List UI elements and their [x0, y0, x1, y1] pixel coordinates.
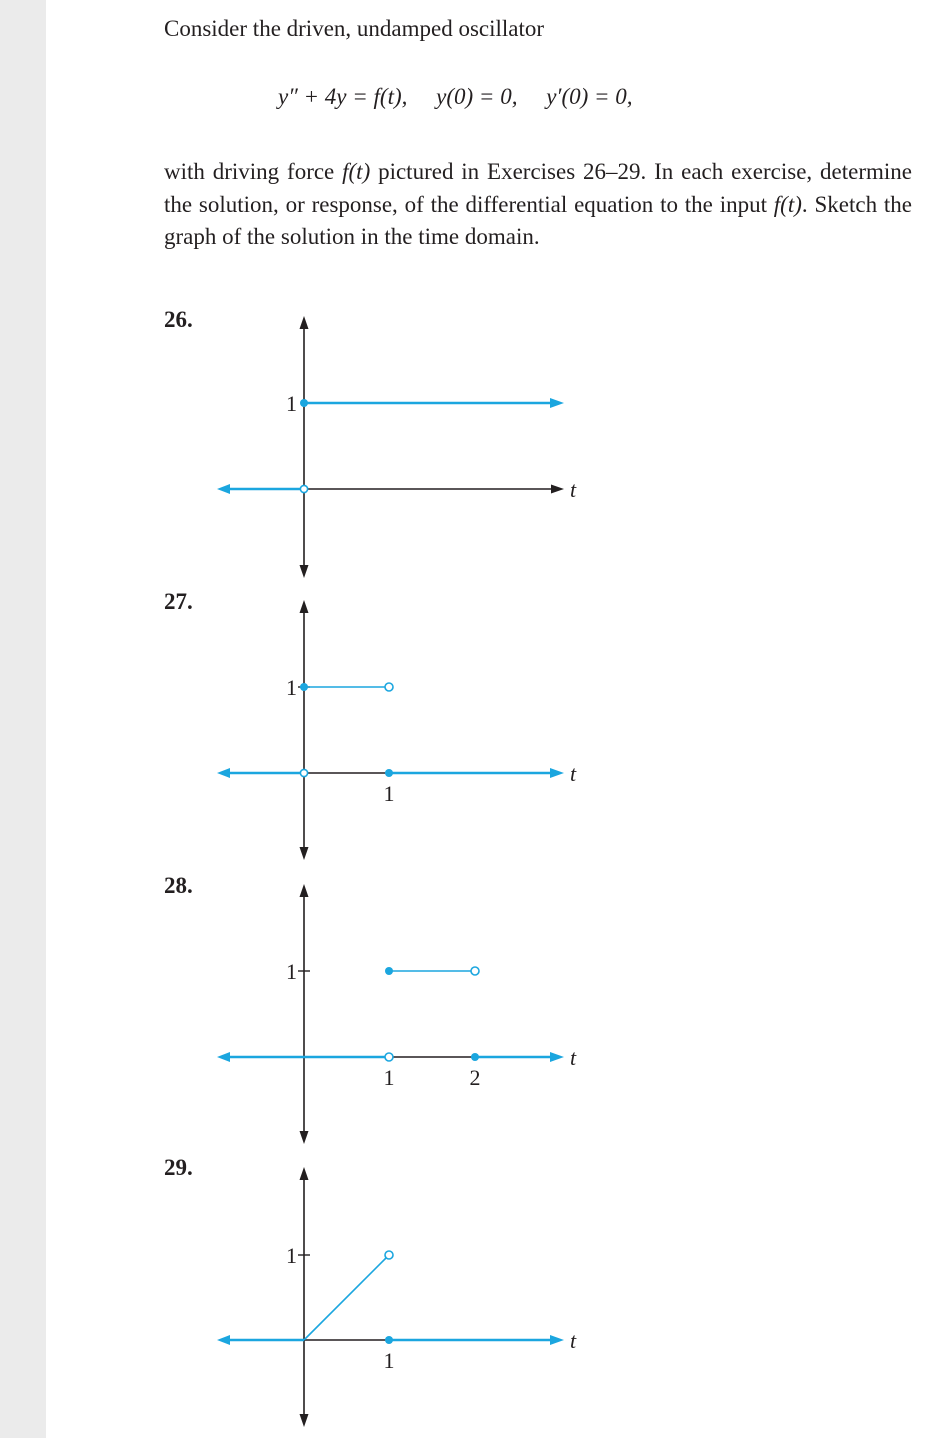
arrow-right-icon: [550, 398, 564, 408]
para-text: . Sketch the graph of the solution in th…: [164, 191, 912, 250]
exercise-number-27: 27.: [164, 589, 193, 614]
x-tick-label: 1: [384, 1348, 395, 1373]
y-tick-label: 1: [286, 959, 297, 984]
t-axis-label: t: [570, 761, 577, 786]
para-text: pictured in Exercises 26–29. In each exe…: [164, 159, 912, 217]
instructions-paragraph: with driving force f(t) pictured in Exer…: [164, 156, 912, 254]
x-tick-label: 2: [470, 1065, 481, 1090]
equation-ic1: y(0) = 0,: [436, 84, 518, 109]
arrow-down-icon: [299, 565, 309, 578]
exercise-number-26: 26.: [164, 307, 193, 332]
arrow-up-icon: [299, 1167, 309, 1180]
equation-ode: y″ + 4y = f(t),: [278, 84, 408, 109]
para-math: f(t): [342, 159, 371, 184]
arrow-right-icon: [550, 1052, 564, 1062]
x-tick-label: 1: [384, 781, 395, 806]
arrow-down-icon: [299, 847, 309, 860]
exercise-number-29: 29.: [164, 1155, 193, 1180]
t-axis-label: t: [570, 477, 577, 502]
y-tick-label: 1: [286, 675, 297, 700]
axes: [298, 884, 475, 1144]
page-gutter: [0, 0, 46, 1438]
open-dot-icon: [299, 768, 309, 778]
arrow-right-icon: [551, 484, 564, 494]
t-axis-label: t: [570, 1328, 577, 1353]
open-dot-icon: [384, 682, 394, 692]
closed-dot-icon: [300, 399, 308, 407]
axes: [299, 316, 564, 578]
t-axis-label: t: [570, 1045, 577, 1070]
arrow-left-icon: [217, 1052, 230, 1062]
equation: y″ + 4y = f(t), y(0) = 0, y′(0) = 0,: [278, 84, 633, 110]
arrow-down-icon: [299, 1414, 309, 1427]
x-tick-label: 1: [384, 1065, 395, 1090]
equation-ic2: y′(0) = 0,: [546, 84, 633, 109]
arrow-up-icon: [299, 884, 309, 897]
arrow-left-icon: [217, 1335, 230, 1345]
intro-line: Consider the driven, undamped oscillator: [164, 16, 545, 41]
closed-dot-icon: [300, 683, 308, 691]
arrow-up-icon: [299, 600, 309, 613]
exercise-number-28: 28.: [164, 873, 193, 898]
closed-dot-icon: [385, 1336, 393, 1344]
arrow-up-icon: [299, 316, 309, 329]
arrow-left-icon: [217, 768, 230, 778]
arrow-down-icon: [299, 1131, 309, 1144]
closed-dot-icon: [471, 1053, 479, 1061]
y-tick-label: 1: [286, 1243, 297, 1268]
para-text: with driving force: [164, 159, 343, 184]
closed-dot-icon: [385, 967, 393, 975]
axes: [298, 600, 389, 860]
open-dot-icon: [299, 484, 309, 494]
closed-dot-icon: [385, 769, 393, 777]
axes: [298, 1167, 389, 1427]
open-dot-icon: [470, 966, 480, 976]
arrow-right-icon: [550, 1335, 564, 1345]
para-math: f(t): [773, 191, 802, 217]
open-dot-icon: [384, 1052, 394, 1062]
y-tick-label: 1: [286, 391, 297, 416]
arrow-right-icon: [550, 768, 564, 778]
arrow-left-icon: [217, 484, 230, 494]
open-dot-icon: [384, 1250, 394, 1260]
